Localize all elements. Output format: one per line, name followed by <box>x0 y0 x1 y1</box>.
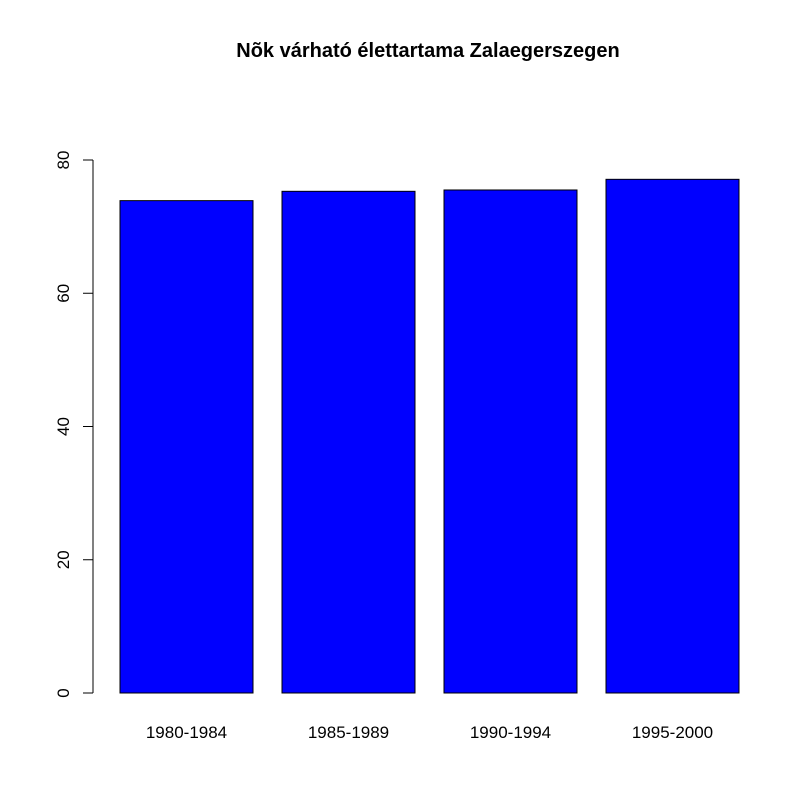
x-category-label-1990-1994: 1990-1994 <box>470 723 551 742</box>
x-axis-labels: 1980-1984 1985-1989 1990-1994 1995-2000 <box>146 723 713 742</box>
bar-1980-1984 <box>119 200 254 694</box>
chart-title: Nõk várható élettartama Zalaegerszegen <box>236 40 620 62</box>
y-tick-label-40: 40 <box>54 417 73 436</box>
y-axis: 0 20 40 60 80 <box>54 151 94 698</box>
y-tick-label-20: 20 <box>54 550 73 569</box>
y-tick-label-80: 80 <box>54 151 73 170</box>
x-category-label-1995-2000: 1995-2000 <box>632 723 713 742</box>
y-tick-label-0: 0 <box>54 688 73 697</box>
x-category-label-1980-1984: 1980-1984 <box>146 723 227 742</box>
y-tick-label-60: 60 <box>54 284 73 303</box>
bar-1990-1994 <box>443 189 578 694</box>
bar-1995-2000 <box>605 178 740 694</box>
bar-1985-1989 <box>281 190 416 694</box>
bars <box>119 178 740 694</box>
x-category-label-1985-1989: 1985-1989 <box>308 723 389 742</box>
